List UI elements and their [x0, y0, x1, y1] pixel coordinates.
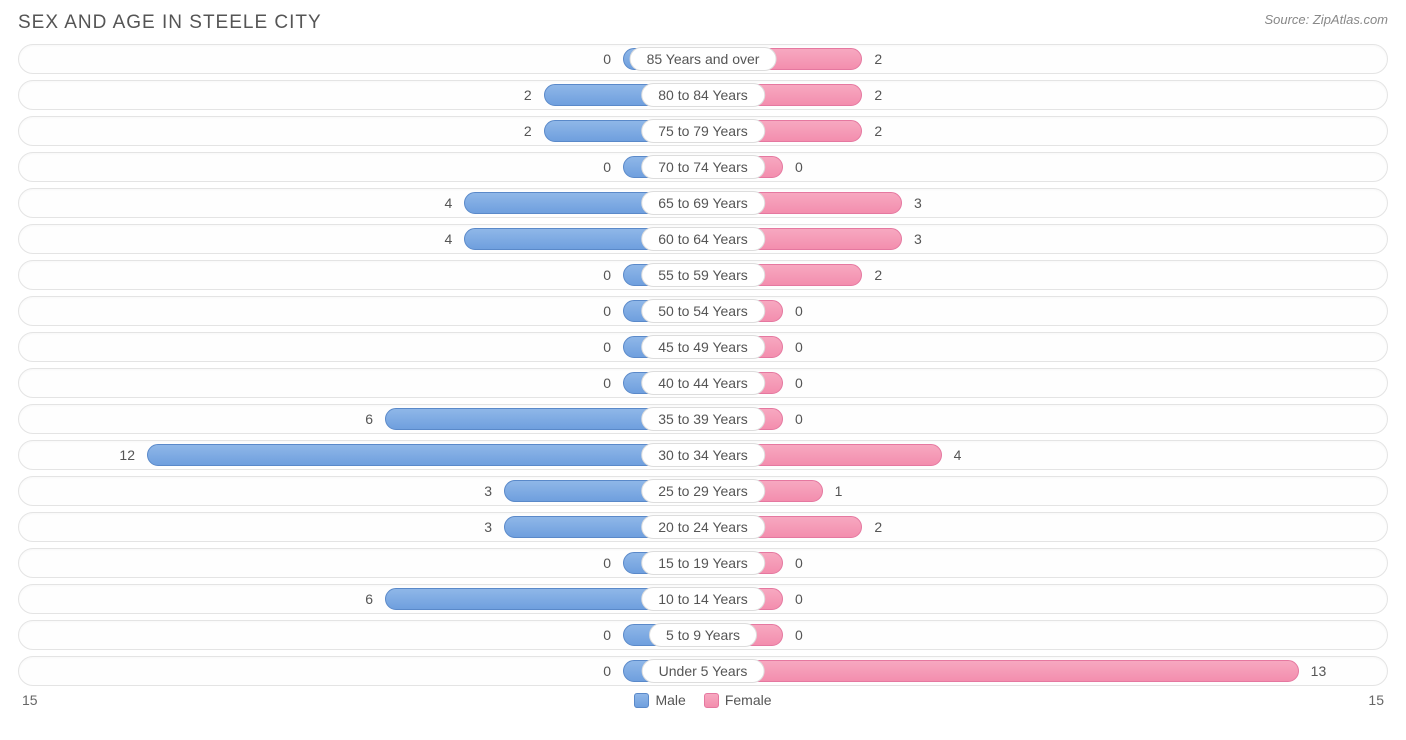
male-value: 0: [595, 372, 619, 394]
male-value: 6: [357, 588, 381, 610]
male-value: 6: [357, 408, 381, 430]
male-bar: [147, 444, 703, 466]
legend-item-female: Female: [704, 692, 772, 708]
pyramid-row: 0 0 40 to 44 Years: [18, 368, 1388, 398]
female-value: 2: [866, 48, 890, 70]
female-value: 1: [827, 480, 851, 502]
female-bar: [703, 660, 1299, 682]
age-group-label: 35 to 39 Years: [641, 407, 765, 431]
chart-title: SEX AND AGE IN STEELE CITY: [18, 12, 322, 34]
pyramid-row: 6 0 35 to 39 Years: [18, 404, 1388, 434]
population-pyramid: 0 2 85 Years and over 2 2 80 to 84 Years 2 2 75 …: [18, 44, 1388, 686]
female-value: 0: [787, 336, 811, 358]
female-value: 0: [787, 300, 811, 322]
pyramid-row: 0 0 15 to 19 Years: [18, 548, 1388, 578]
pyramid-row: 0 0 5 to 9 Years: [18, 620, 1388, 650]
female-value: 0: [787, 588, 811, 610]
pyramid-row: 0 0 50 to 54 Years: [18, 296, 1388, 326]
male-value: 0: [595, 624, 619, 646]
pyramid-row: 0 2 85 Years and over: [18, 44, 1388, 74]
age-group-label: 80 to 84 Years: [641, 83, 765, 107]
male-value: 0: [595, 552, 619, 574]
pyramid-row: 4 3 65 to 69 Years: [18, 188, 1388, 218]
male-value: 0: [595, 336, 619, 358]
female-value: 3: [906, 228, 930, 250]
age-group-label: 55 to 59 Years: [641, 263, 765, 287]
male-value: 4: [437, 192, 461, 214]
female-value: 2: [866, 516, 890, 538]
male-value: 0: [595, 660, 619, 682]
age-group-label: 25 to 29 Years: [641, 479, 765, 503]
age-group-label: 10 to 14 Years: [641, 587, 765, 611]
axis-right-max: 15: [1368, 692, 1384, 708]
chart-header: SEX AND AGE IN STEELE CITY Source: ZipAt…: [18, 12, 1388, 34]
legend-male-label: Male: [655, 692, 685, 708]
pyramid-row: 0 0 45 to 49 Years: [18, 332, 1388, 362]
age-group-label: 20 to 24 Years: [641, 515, 765, 539]
age-group-label: 45 to 49 Years: [641, 335, 765, 359]
male-value: 4: [437, 228, 461, 250]
pyramid-row: 6 0 10 to 14 Years: [18, 584, 1388, 614]
female-value: 0: [787, 624, 811, 646]
female-value: 0: [787, 408, 811, 430]
chart-source: Source: ZipAtlas.com: [1264, 12, 1388, 27]
pyramid-row: 2 2 80 to 84 Years: [18, 80, 1388, 110]
axis-left-max: 15: [22, 692, 38, 708]
legend-female-label: Female: [725, 692, 772, 708]
pyramid-row: 0 0 70 to 74 Years: [18, 152, 1388, 182]
pyramid-row: 0 2 55 to 59 Years: [18, 260, 1388, 290]
age-group-label: 30 to 34 Years: [641, 443, 765, 467]
pyramid-row: 12 4 30 to 34 Years: [18, 440, 1388, 470]
female-swatch-icon: [704, 693, 719, 708]
male-value: 0: [595, 264, 619, 286]
pyramid-row: 3 1 25 to 29 Years: [18, 476, 1388, 506]
male-value: 3: [476, 516, 500, 538]
female-value: 0: [787, 552, 811, 574]
male-value: 12: [111, 444, 143, 466]
legend-item-male: Male: [634, 692, 685, 708]
male-swatch-icon: [634, 693, 649, 708]
female-value: 2: [866, 84, 890, 106]
pyramid-row: 3 2 20 to 24 Years: [18, 512, 1388, 542]
male-value: 2: [516, 84, 540, 106]
female-value: 0: [787, 156, 811, 178]
age-group-label: 75 to 79 Years: [641, 119, 765, 143]
male-value: 0: [595, 156, 619, 178]
female-value: 2: [866, 264, 890, 286]
pyramid-row: 2 2 75 to 79 Years: [18, 116, 1388, 146]
female-value: 13: [1303, 660, 1335, 682]
age-group-label: 50 to 54 Years: [641, 299, 765, 323]
pyramid-row: 0 13 Under 5 Years: [18, 656, 1388, 686]
female-value: 2: [866, 120, 890, 142]
male-value: 3: [476, 480, 500, 502]
age-group-label: 85 Years and over: [630, 47, 777, 71]
age-group-label: 60 to 64 Years: [641, 227, 765, 251]
age-group-label: 70 to 74 Years: [641, 155, 765, 179]
age-group-label: 65 to 69 Years: [641, 191, 765, 215]
pyramid-row: 4 3 60 to 64 Years: [18, 224, 1388, 254]
male-value: 0: [595, 48, 619, 70]
age-group-label: 40 to 44 Years: [641, 371, 765, 395]
chart-footer: 15 Male Female 15: [18, 692, 1388, 708]
female-value: 3: [906, 192, 930, 214]
age-group-label: 15 to 19 Years: [641, 551, 765, 575]
age-group-label: Under 5 Years: [642, 659, 765, 683]
legend: Male Female: [634, 692, 771, 708]
male-value: 0: [595, 300, 619, 322]
female-value: 0: [787, 372, 811, 394]
male-value: 2: [516, 120, 540, 142]
age-group-label: 5 to 9 Years: [649, 623, 757, 647]
female-value: 4: [946, 444, 970, 466]
